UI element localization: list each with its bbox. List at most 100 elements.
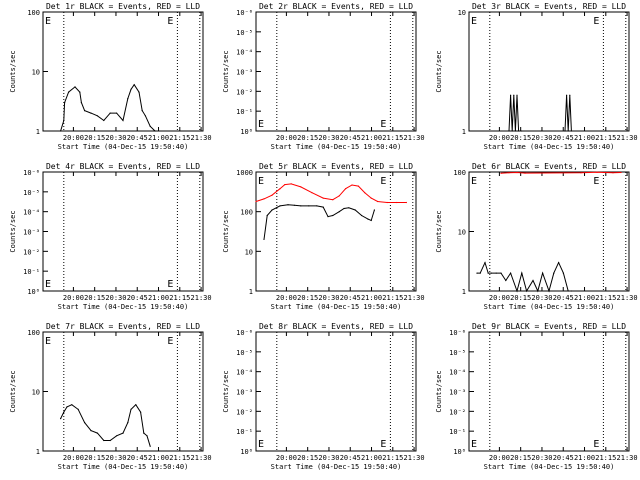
x-tick-label: 20:00: [489, 134, 510, 142]
y-tick-label: 10⁻⁶: [236, 329, 253, 337]
x-axis-label: Start Time (04-Dec-15 19:50:40): [484, 143, 615, 151]
data-point-events: [84, 422, 86, 424]
y-tick-label: 10⁻¹: [449, 428, 466, 436]
data-point-events: [138, 91, 140, 93]
y-tick-label: 100: [27, 329, 40, 337]
data-point-lld: [386, 201, 388, 204]
x-axis-label: Start Time (04-Dec-15 19:50:40): [271, 143, 402, 151]
panel-title: Det 5r BLACK = Events, RED = LLD: [259, 162, 413, 171]
x-tick-label: 21:15: [595, 454, 616, 462]
x-tick-label: 20:15: [84, 134, 105, 142]
x-tick-label: 20:45: [340, 294, 361, 302]
y-tick-label: 10: [32, 69, 40, 77]
y-tick-label: 10⁰: [240, 128, 253, 136]
data-point-events: [476, 272, 478, 274]
data-point-events: [570, 130, 572, 132]
event-marker: E: [45, 16, 51, 27]
x-tick-label: 20:15: [510, 134, 531, 142]
x-tick-label: 21:30: [191, 454, 212, 462]
panel-det-8: Det 8r BLACK = Events, RED = LLD Counts/s…: [222, 322, 425, 471]
x-tick-label: 20:00: [276, 134, 297, 142]
y-axis-label: Counts/sec: [435, 210, 443, 252]
data-point-events: [343, 207, 345, 210]
data-point-events: [116, 435, 118, 437]
y-tick-label: 1: [462, 288, 466, 296]
panel-det-2: Det 2r BLACK = Events, RED = LLD Counts/s…: [222, 2, 425, 151]
y-tick-label: 10⁻¹: [236, 428, 253, 436]
panel-det-5: Det 5r BLACK = Events, RED = LLD Counts/s…: [222, 162, 425, 311]
series-line-lld: [255, 183, 407, 203]
data-point-events: [514, 130, 516, 132]
data-point-events: [146, 435, 148, 437]
data-point-events: [60, 130, 62, 132]
panel-title: Det 3r BLACK = Events, RED = LLD: [472, 2, 626, 11]
x-tick-label: 21:00: [148, 294, 169, 302]
x-tick-label: 20:00: [276, 454, 297, 462]
data-point-lld: [604, 171, 606, 174]
x-tick-label: 21:30: [404, 294, 425, 302]
y-tick-label: 100: [27, 9, 40, 17]
data-point-lld: [255, 200, 257, 203]
data-point-events: [516, 94, 518, 96]
data-point-events: [96, 432, 98, 434]
y-tick-label: 10⁻⁵: [236, 349, 253, 357]
x-tick-label: 20:00: [63, 294, 84, 302]
data-point-events: [569, 94, 571, 96]
y-tick-label: 10⁻³: [23, 229, 40, 237]
data-point-events: [130, 408, 132, 410]
y-tick-label: 10⁻¹: [236, 108, 253, 116]
data-point-events: [537, 290, 539, 292]
data-point-events: [90, 112, 92, 114]
event-marker: E: [258, 119, 264, 130]
x-tick-label: 21:00: [361, 294, 382, 302]
event-marker: E: [471, 439, 477, 450]
y-axis-label: Counts/sec: [9, 370, 17, 412]
panel-title: Det 2r BLACK = Events, RED = LLD: [259, 2, 413, 11]
x-tick-label: 21:15: [382, 134, 403, 142]
panel-title: Det 1r BLACK = Events, RED = LLD: [46, 2, 200, 11]
data-point-events: [511, 130, 513, 132]
plot-frame: [42, 171, 204, 292]
event-marker: E: [380, 119, 386, 130]
y-tick-label: 10⁻³: [449, 389, 466, 397]
y-tick-label: 10: [458, 9, 466, 17]
x-axis-label: Start Time (04-Dec-15 19:50:40): [58, 143, 189, 151]
x-axis-label: Start Time (04-Dec-15 19:50:40): [58, 463, 189, 471]
series-line-lld: [500, 171, 622, 174]
x-tick-label: 21:00: [361, 134, 382, 142]
data-point-events: [149, 125, 151, 127]
x-tick-label: 21:30: [404, 134, 425, 142]
data-point-events: [521, 272, 523, 274]
data-point-events: [293, 204, 295, 206]
x-tick-label: 20:30: [105, 134, 126, 142]
event-marker: E: [593, 176, 599, 187]
x-tick-label: 20:30: [318, 294, 339, 302]
x-axis-label: Start Time (04-Dec-15 19:50:40): [484, 463, 615, 471]
data-point-events: [90, 430, 92, 432]
data-point-lld: [345, 188, 347, 190]
plot-frame: [468, 11, 630, 132]
data-point-events: [510, 94, 512, 96]
data-point-events: [526, 290, 528, 292]
x-tick-label: 20:30: [531, 454, 552, 462]
x-tick-label: 21:15: [169, 454, 190, 462]
x-tick-label: 20:15: [297, 294, 318, 302]
data-point-lld: [580, 172, 582, 174]
event-marker: E: [593, 439, 599, 450]
x-tick-label: 21:15: [595, 134, 616, 142]
data-point-lld: [351, 184, 353, 186]
event-marker: E: [380, 176, 386, 187]
data-point-events: [133, 84, 135, 86]
plot-frame: [255, 11, 417, 132]
x-axis-label: Start Time (04-Dec-15 19:50:40): [271, 463, 402, 471]
data-point-events: [71, 404, 73, 406]
x-tick-label: 20:30: [531, 294, 552, 302]
data-point-events: [490, 272, 492, 274]
event-marker: E: [380, 439, 386, 450]
x-tick-label: 20:45: [553, 134, 574, 142]
data-point-events: [508, 130, 510, 132]
data-point-lld: [500, 172, 502, 174]
x-axis-label: Start Time (04-Dec-15 19:50:40): [58, 303, 189, 311]
event-marker: E: [167, 279, 173, 290]
